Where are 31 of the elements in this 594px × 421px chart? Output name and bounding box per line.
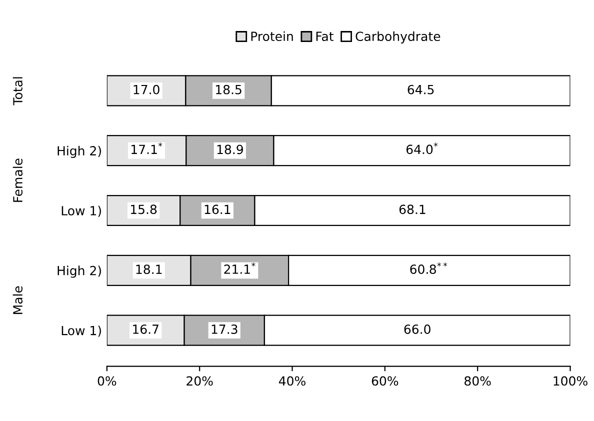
text: Male [12,286,23,314]
data-label: 17.3 [212,324,238,334]
x-tick-label: 20% [186,376,213,386]
data-label: 17.0 [134,84,160,94]
data-label: 60.8$^{**}$ [410,262,448,274]
data-label: 16.1 [204,204,230,214]
data-label: 15.8 [130,204,157,214]
legend-label: Protein [251,31,293,42]
data-label: 21.1$^{*}$ [224,262,256,274]
x-tick-label: 40% [278,376,306,386]
y-tick-label: Low 1) [62,206,101,217]
data-label: 16.7 [133,324,158,334]
data-label: 64.0$^{*}$ [406,142,438,154]
data-label: 18.1 [136,264,162,274]
legend-label: Carbohydrate [356,31,440,44]
data-label: 17.1$^{*}$ [132,142,162,154]
data-label: 68.1 [399,204,426,214]
y-tick-label: Low 1) [62,326,101,337]
text: Total [12,77,23,106]
legend-label: Fat [316,32,334,42]
text: Female [12,158,23,202]
x-tick-label: 0% [98,376,116,386]
x-tick-label: 60% [372,376,398,386]
data-label: 18.5 [216,84,242,94]
data-label: 64.5 [408,84,434,94]
y-tick-label: High 2) [58,266,101,278]
y-tick-label: High 2) [58,146,101,158]
x-tick-label: 100% [554,376,588,386]
x-tick-label: 80% [464,376,491,386]
data-label: 66.0 [404,324,430,334]
data-label: 18.9 [217,144,243,154]
